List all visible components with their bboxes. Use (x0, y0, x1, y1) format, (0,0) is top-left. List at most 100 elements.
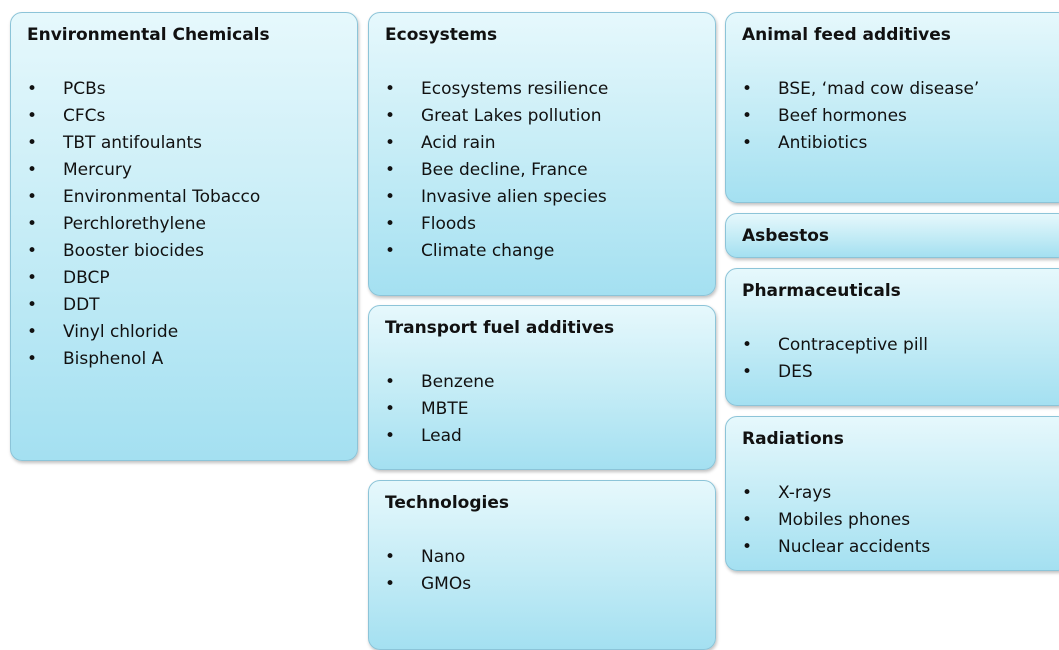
list-item: • Nuclear accidents (742, 537, 930, 557)
bullet: • (742, 133, 753, 153)
bullet: • (385, 187, 396, 207)
bullet: • (385, 399, 396, 419)
item-text: BSE, ‘mad cow disease’ (778, 79, 980, 99)
category-box: Transport fuel additives • Benzene • MBTE • Le… (368, 305, 716, 470)
bullet: • (27, 160, 38, 180)
bullet: • (742, 79, 753, 99)
item-text: Climate change (421, 241, 555, 261)
list-item: • Vinyl chloride (27, 322, 178, 342)
list-item: • Invasive alien species (385, 187, 607, 207)
bullet: • (27, 187, 38, 207)
item-text: Vinyl chloride (63, 322, 179, 342)
bullet: • (385, 241, 396, 261)
item-text: Acid rain (421, 133, 496, 153)
item-text: DBCP (63, 268, 110, 288)
bullet: • (27, 106, 38, 126)
bullet: • (742, 537, 753, 557)
item-text: Antibiotics (778, 133, 868, 153)
list-item: • Environmental Tobacco (27, 187, 260, 207)
bullet: • (385, 160, 396, 180)
list-item: • Ecosystems resilience (385, 79, 608, 99)
bullet: • (385, 133, 396, 153)
bullet: • (385, 214, 396, 234)
bullet: • (385, 106, 396, 126)
item-text: MBTE (421, 399, 469, 419)
item-text: Bee decline, France (421, 160, 588, 180)
list-item: • Booster biocides (27, 241, 204, 261)
item-text: Environmental Tobacco (63, 187, 261, 207)
box-title: Ecosystems (385, 25, 498, 45)
list-item: • Floods (385, 214, 476, 234)
bullet: • (385, 372, 396, 392)
list-item: • Climate change (385, 241, 554, 261)
box-title: Animal feed additives (742, 25, 951, 45)
item-text: X-rays (778, 483, 832, 503)
bullet: • (385, 547, 396, 567)
list-item: • Contraceptive pill (742, 335, 928, 355)
item-text: Ecosystems resilience (421, 79, 609, 99)
item-text: Nano (421, 547, 466, 567)
bullet: • (27, 214, 38, 234)
category-box: Environmental Chemicals • PCBs • CFCs • TBT an… (10, 12, 358, 461)
box-title: Radiations (742, 429, 844, 449)
list-item: • Lead (385, 426, 462, 446)
item-text: Booster biocides (63, 241, 204, 261)
list-item: • DES (742, 362, 813, 382)
item-text: DES (778, 362, 813, 382)
item-text: Lead (421, 426, 462, 446)
box-title: Technologies (385, 493, 509, 513)
list-item: • DDT (27, 295, 100, 315)
list-item: • Acid rain (385, 133, 496, 153)
box-title: Asbestos (742, 226, 830, 246)
bullet: • (742, 510, 753, 530)
category-box: Radiations • X-rays • Mobiles phones • Nuclear… (725, 416, 1059, 571)
list-item: • GMOs (385, 574, 471, 594)
bullet: • (27, 322, 38, 342)
bullet: • (385, 79, 396, 99)
item-text: Perchlorethylene (63, 214, 206, 234)
item-text: GMOs (421, 574, 472, 594)
category-box: Ecosystems • Ecosystems resilience • Great L… (368, 12, 716, 296)
category-box: Asbestos (725, 213, 1059, 258)
item-text: Mobiles phones (778, 510, 911, 530)
list-item: • Perchlorethylene (27, 214, 206, 234)
list-item: • TBT antifoulants (27, 133, 202, 153)
list-item: • Nano (385, 547, 465, 567)
item-text: TBT antifoulants (63, 133, 203, 153)
category-box: Pharmaceuticals • Contraceptive pill • DES (725, 268, 1059, 406)
list-item: • Mobiles phones (742, 510, 910, 530)
item-text: Great Lakes pollution (421, 106, 602, 126)
bullet: • (742, 106, 753, 126)
item-text: Beef hormones (778, 106, 907, 126)
bullet: • (385, 426, 396, 446)
item-text: Bisphenol A (63, 349, 164, 369)
list-item: • Bisphenol A (27, 349, 163, 369)
list-item: • Mercury (27, 160, 132, 180)
box-title: Transport fuel additives (385, 318, 615, 338)
bullet: • (27, 268, 38, 288)
item-text: Mercury (63, 160, 132, 180)
bullet: • (742, 335, 753, 355)
item-text: Nuclear accidents (778, 537, 931, 557)
bullet: • (27, 79, 38, 99)
list-item: • PCBs (27, 79, 106, 99)
item-text: Floods (421, 214, 476, 234)
item-text: DDT (63, 295, 100, 315)
list-item: • Great Lakes pollution (385, 106, 602, 126)
item-text: Benzene (421, 372, 495, 392)
list-item: • X-rays (742, 483, 831, 503)
list-item: • CFCs (27, 106, 105, 126)
box-title: Pharmaceuticals (742, 281, 901, 301)
list-item: • Antibiotics (742, 133, 867, 153)
category-box: Technologies • Nano • GMOs (368, 480, 716, 650)
item-text: CFCs (63, 106, 106, 126)
category-box: Animal feed additives • BSE, ‘mad cow dise… (725, 12, 1059, 203)
box-title: Environmental Chemicals (27, 25, 270, 45)
bullet: • (27, 133, 38, 153)
list-item: • BSE, ‘mad cow disease’ (742, 79, 979, 99)
bullet: • (742, 362, 753, 382)
list-item: • DBCP (27, 268, 110, 288)
item-text: PCBs (63, 79, 106, 99)
list-item: • MBTE (385, 399, 468, 419)
